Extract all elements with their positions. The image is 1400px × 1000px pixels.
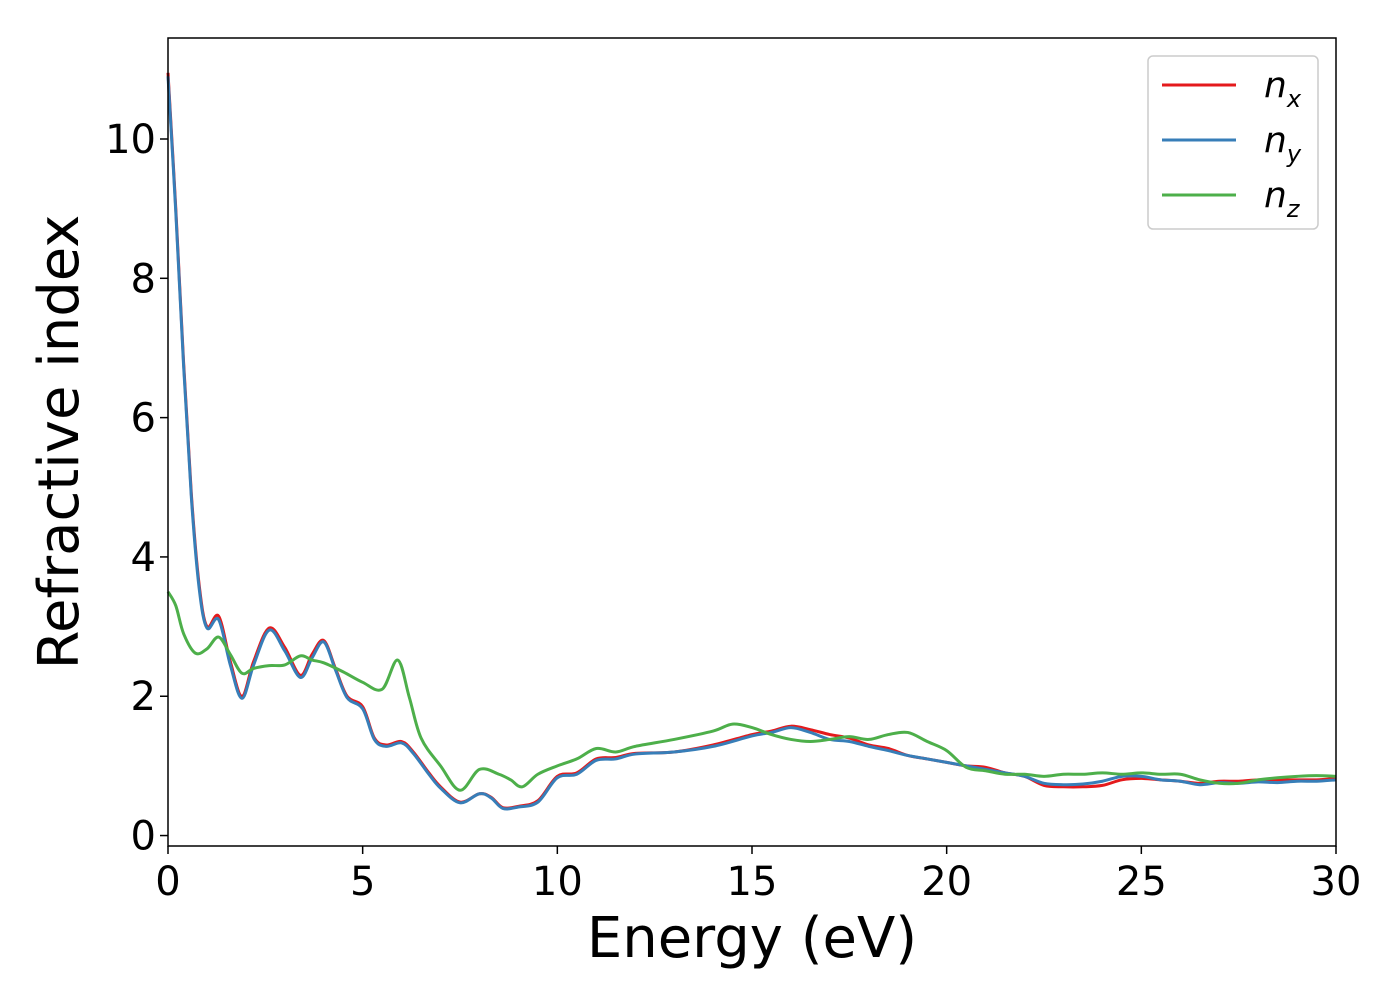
- x-axis-ticks: 0 5 10 15 20 25 30: [155, 846, 1361, 905]
- x-tick-label: 30: [1311, 859, 1362, 905]
- y-tick-label: 0: [131, 814, 156, 860]
- legend-box: [1147, 55, 1319, 230]
- y-tick-label: 4: [131, 535, 156, 581]
- x-tick-label: 5: [350, 859, 375, 905]
- y-axis-ticks: 0 2 4 6 8 10: [105, 117, 168, 860]
- y-tick-label: 8: [131, 256, 156, 302]
- series-line-y: [166, 76, 1337, 811]
- y-axis-label: Refractive index: [27, 215, 92, 670]
- x-tick-label: 15: [727, 859, 778, 905]
- x-tick-label: 10: [532, 859, 583, 905]
- series-layer: [166, 72, 1337, 811]
- x-tick-label: 25: [1116, 859, 1167, 905]
- series-line-z: [166, 590, 1337, 792]
- y-tick-label: 10: [105, 117, 156, 163]
- x-tick-label: 0: [155, 859, 180, 905]
- x-tick-label: 20: [921, 859, 972, 905]
- x-axis-label: Energy (eV): [587, 906, 917, 971]
- y-tick-label: 6: [131, 396, 156, 442]
- y-tick-label: 2: [131, 674, 156, 720]
